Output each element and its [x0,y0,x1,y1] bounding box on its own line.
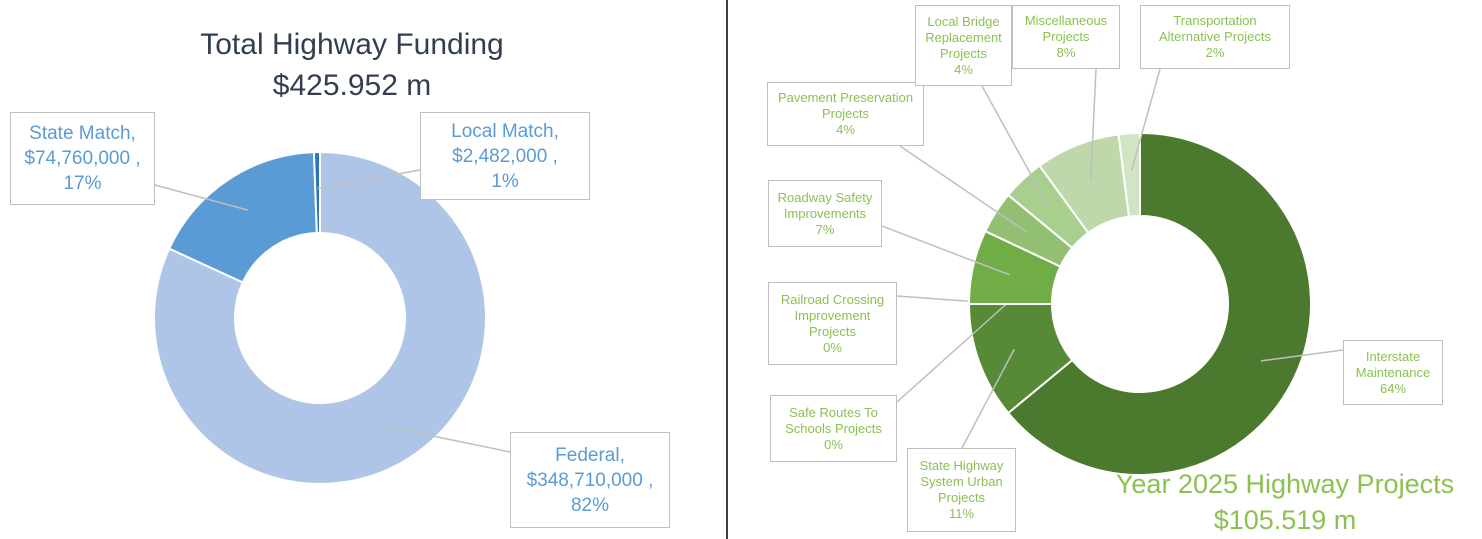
label-percent: 82% [570,494,610,516]
data-label: State Match, $74,760,000 , 17% [10,112,155,205]
data-label: Railroad Crossing Improvement Projects 0% [768,282,897,365]
leader-line [1090,68,1097,180]
data-label: Safe Routes To Schools Projects 0% [770,395,897,462]
label-category: Miscellaneous Projects [1024,13,1108,44]
data-label: Interstate Maintenance 64% [1343,340,1443,405]
leader-line [899,145,1028,234]
chart-subtitle: $105.519 m [1214,505,1357,535]
label-value: 11% [948,506,975,521]
data-label: State Highway System Urban Projects 11% [907,448,1016,532]
label-category: Local Match, [451,120,559,142]
label-category: Interstate Maintenance [1355,348,1431,380]
data-label: Local Bridge Replacement Projects 4% [915,5,1012,86]
chart-title: Year 2025 Highway Projects [1116,469,1454,499]
chart-title: Total Highway Funding [200,28,504,61]
label-value: 7% [815,221,835,237]
leader-line [896,303,1007,403]
label-category: State Match, [29,123,136,144]
label-value: 64% [1379,380,1407,396]
label-category: Local Bridge Replacement Projects [925,13,1002,61]
leader-line [1260,349,1344,362]
label-value: $74,760,000 , [24,148,141,169]
donut-slice [1006,131,1312,476]
label-value: 0% [824,436,843,452]
leader-line [881,225,1010,276]
data-label: Transportation Alternative Projects 2% [1140,5,1290,69]
label-category: Roadway Safety Improvements [777,189,873,221]
leader-line [154,184,249,211]
data-label: Local Match, $2,482,000 , 1% [420,112,590,200]
leader-line [1130,68,1161,171]
label-value: 4% [836,122,855,137]
donut-slice [153,150,487,485]
data-label: Pavement Preservation Projects 4% [767,82,924,146]
donut-slice [312,150,321,235]
data-label: Miscellaneous Projects 8% [1012,5,1120,69]
chart-subtitle: $425.952 m [273,69,431,102]
leader-line [389,426,511,453]
donut-slice [1117,131,1141,218]
label-category: Transportation Alternative Projects [1159,13,1271,44]
label-category: Federal, [555,444,625,466]
label-value: $2,482,000 , [452,145,558,167]
label-category: Pavement Preservation Projects [777,90,914,121]
label-value: 8% [1056,45,1076,60]
label-category: Railroad Crossing Improvement Projects [780,291,885,339]
leader-line [961,348,1015,449]
leader-line [317,169,421,190]
label-percent: 17% [63,173,102,194]
data-label: Federal, $348,710,000 , 82% [510,432,670,528]
label-percent: 1% [491,170,519,192]
label-category: Safe Routes To Schools Projects [785,404,882,436]
label-category: State Highway System Urban Projects [919,458,1004,505]
label-value: 2% [1205,45,1225,60]
leader-line [981,85,1050,207]
label-value: $348,710,000 , [526,469,654,491]
data-label: Roadway Safety Improvements 7% [768,180,882,247]
label-value: 0% [823,339,842,355]
donut-slice [167,151,318,284]
label-value: 4% [954,61,973,77]
